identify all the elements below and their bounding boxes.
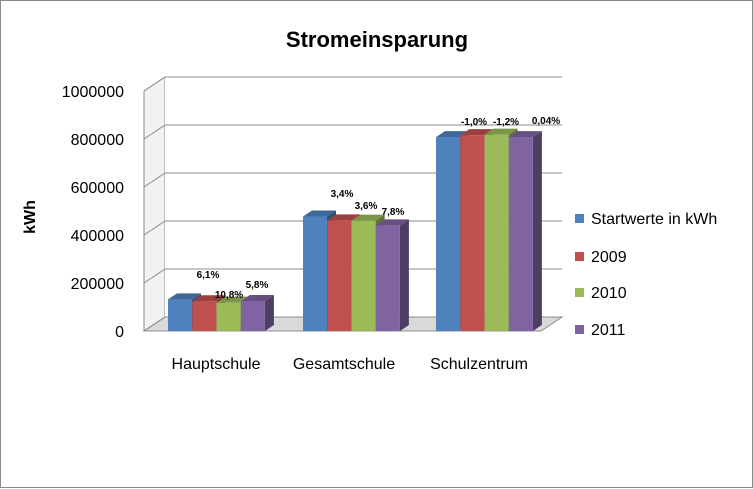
bar-side [264, 295, 274, 331]
legend-swatch [575, 288, 584, 297]
gridline [143, 316, 562, 332]
bar-side [399, 219, 409, 331]
legend-swatch [575, 252, 584, 261]
legend-item: 2010 [575, 285, 627, 302]
bar-side [532, 131, 542, 331]
y-tick-label: 400000 [71, 228, 124, 245]
side-wall [143, 76, 166, 332]
bar-top [240, 295, 274, 301]
bars [168, 128, 542, 331]
legend-swatch [575, 325, 584, 334]
data-label: -1,0% [461, 117, 487, 128]
bar [375, 219, 409, 331]
bar-front [484, 134, 509, 331]
legend-item: Startwerte in kWh [575, 211, 717, 228]
legend-swatch [575, 214, 584, 223]
legend-label: 2010 [591, 285, 627, 302]
legend-label: 2011 [591, 322, 626, 339]
legend-item: 2011 [575, 322, 626, 339]
category-labels: Hauptschule Gesamtschule Schulzentrum [172, 356, 528, 373]
bar-top [375, 219, 409, 226]
gridline [143, 124, 562, 140]
bar-front [240, 301, 265, 331]
bar-front [351, 220, 376, 331]
bar [508, 131, 542, 331]
gridline [143, 172, 562, 188]
bar-top [460, 129, 494, 136]
data-label: 7,8% [382, 207, 405, 218]
data-label: 5,8% [246, 280, 269, 291]
bar-front [327, 220, 352, 331]
data-label: -1,2% [493, 117, 519, 128]
gridline [143, 268, 562, 284]
gridline [143, 76, 562, 92]
category-label: Gesamtschule [293, 356, 395, 373]
y-tick-label: 600000 [71, 180, 124, 197]
y-tick-label: 1000000 [62, 84, 124, 101]
y-tick-label: 0 [115, 324, 124, 341]
bar [240, 295, 274, 331]
y-tick-label: 200000 [71, 276, 124, 293]
bar-top [508, 131, 542, 138]
category-label: Hauptschule [172, 356, 261, 373]
y-axis-label: kWh [22, 200, 39, 234]
bar-front [508, 137, 533, 331]
legend-label: 2009 [591, 249, 627, 266]
bar-front [436, 137, 460, 331]
bar-front [460, 135, 485, 331]
bar-top [168, 293, 201, 300]
bar-top [192, 295, 226, 302]
bar-front [168, 299, 192, 331]
data-labels: 3,4% -1,0% 6,1% 3,6% -1,2% 10,8% 7,8% 0,04% 5,8% [197, 116, 561, 301]
bar-top [327, 214, 361, 221]
legend-item: 2009 [575, 249, 627, 266]
data-label: 6,1% [197, 270, 220, 281]
gridline [143, 220, 562, 236]
bar-top [351, 214, 385, 221]
bar-front [192, 301, 217, 331]
y-axis-ticks: 0 200000 400000 600000 800000 1000000 [62, 84, 124, 341]
category-label: Schulzentrum [430, 356, 528, 373]
bar-top [484, 128, 518, 135]
data-label: 0,04% [532, 116, 560, 127]
chart-title: Stromeinsparung [286, 27, 468, 52]
bar-front [303, 216, 327, 331]
gridlines [143, 76, 562, 332]
y-tick-label: 800000 [71, 132, 124, 149]
bar-front [375, 225, 400, 331]
bar-top [303, 210, 336, 217]
data-label: 3,4% [331, 189, 354, 200]
legend-label: Startwerte in kWh [591, 211, 717, 228]
legend: Startwerte in kWh 2009 2010 2011 [575, 211, 717, 339]
data-label: 10,8% [215, 290, 243, 301]
data-label: 3,6% [355, 201, 378, 212]
bar-front [216, 302, 241, 331]
